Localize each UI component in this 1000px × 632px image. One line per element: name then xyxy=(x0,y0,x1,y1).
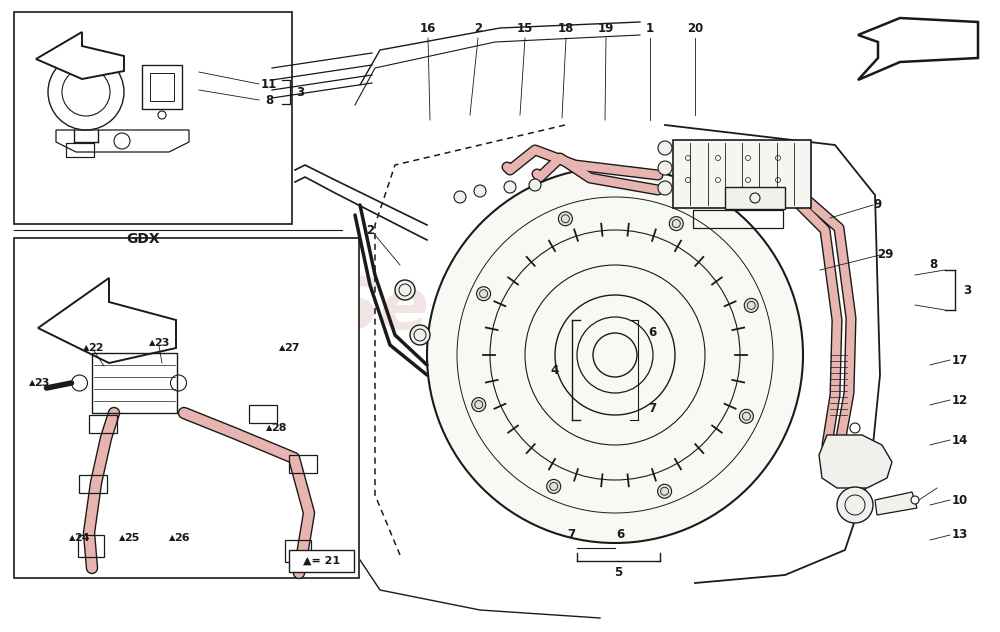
Text: 7: 7 xyxy=(567,528,575,542)
Circle shape xyxy=(658,161,672,175)
FancyBboxPatch shape xyxy=(14,12,292,224)
Text: 2: 2 xyxy=(366,224,374,236)
Bar xyxy=(89,415,117,433)
Text: 28: 28 xyxy=(271,423,287,433)
Text: 9: 9 xyxy=(874,198,882,212)
Circle shape xyxy=(395,280,415,300)
Text: 10: 10 xyxy=(952,494,968,506)
Text: 11: 11 xyxy=(261,78,277,90)
Circle shape xyxy=(744,298,758,312)
FancyBboxPatch shape xyxy=(14,238,359,578)
Text: 23: 23 xyxy=(34,378,50,388)
Circle shape xyxy=(410,325,430,345)
Bar xyxy=(142,65,182,109)
Text: ▲: ▲ xyxy=(149,339,155,348)
Text: ▲: ▲ xyxy=(169,533,175,542)
Circle shape xyxy=(669,217,683,231)
Text: ▲: ▲ xyxy=(69,533,75,542)
Text: 12: 12 xyxy=(952,394,968,406)
Text: ▲: ▲ xyxy=(279,344,285,353)
Circle shape xyxy=(504,181,516,193)
Bar xyxy=(289,455,317,473)
Text: 3: 3 xyxy=(963,284,971,296)
Circle shape xyxy=(837,487,873,523)
Text: 17: 17 xyxy=(952,353,968,367)
Circle shape xyxy=(658,141,672,155)
Bar xyxy=(725,187,785,209)
Polygon shape xyxy=(875,492,917,515)
Text: 5: 5 xyxy=(614,566,623,580)
Text: 15: 15 xyxy=(517,21,533,35)
Circle shape xyxy=(558,212,572,226)
Circle shape xyxy=(739,410,753,423)
Text: 13: 13 xyxy=(952,528,968,542)
Circle shape xyxy=(474,185,486,197)
Text: 16: 16 xyxy=(420,21,436,35)
Text: 7: 7 xyxy=(648,401,656,415)
Text: 22: 22 xyxy=(88,343,104,353)
Bar xyxy=(693,210,783,228)
Text: 14: 14 xyxy=(952,434,968,446)
Text: 8: 8 xyxy=(265,94,273,107)
Bar xyxy=(249,405,277,423)
Circle shape xyxy=(472,398,486,411)
Circle shape xyxy=(529,179,541,191)
Text: 19: 19 xyxy=(598,21,614,35)
Bar xyxy=(285,540,311,562)
Text: 18: 18 xyxy=(558,21,574,35)
Text: 27: 27 xyxy=(284,343,300,353)
Text: ▲: ▲ xyxy=(266,423,272,432)
Circle shape xyxy=(658,484,672,498)
Bar xyxy=(78,535,104,557)
Text: 24: 24 xyxy=(74,533,90,543)
Text: 26: 26 xyxy=(174,533,190,543)
Bar xyxy=(289,550,354,572)
Bar xyxy=(673,140,811,208)
Text: 6: 6 xyxy=(616,528,624,542)
Bar xyxy=(66,143,94,157)
Circle shape xyxy=(427,167,803,543)
Text: 3: 3 xyxy=(296,85,304,99)
Text: ▲= 21: ▲= 21 xyxy=(303,556,341,566)
Circle shape xyxy=(477,287,491,301)
Polygon shape xyxy=(819,435,892,488)
Polygon shape xyxy=(38,278,176,363)
Polygon shape xyxy=(36,32,124,79)
Circle shape xyxy=(454,191,466,203)
Text: 25: 25 xyxy=(124,533,140,543)
Text: 2: 2 xyxy=(474,21,482,35)
Polygon shape xyxy=(858,18,978,80)
Text: ▲: ▲ xyxy=(119,533,125,542)
Circle shape xyxy=(911,496,919,504)
Bar xyxy=(66,143,94,157)
Text: Seldecia: Seldecia xyxy=(329,276,671,344)
Text: 1: 1 xyxy=(646,21,654,35)
Bar xyxy=(150,73,174,101)
Text: 8: 8 xyxy=(929,257,937,270)
Text: 6: 6 xyxy=(648,325,656,339)
Bar xyxy=(92,353,176,413)
Circle shape xyxy=(850,423,860,433)
Text: 20: 20 xyxy=(687,21,703,35)
Text: 29: 29 xyxy=(877,248,893,262)
Text: 23: 23 xyxy=(154,338,170,348)
Text: ▲: ▲ xyxy=(83,344,89,353)
Text: GDX: GDX xyxy=(126,232,160,246)
Text: ▲: ▲ xyxy=(29,379,35,387)
Circle shape xyxy=(658,181,672,195)
Text: 4: 4 xyxy=(551,363,559,377)
Circle shape xyxy=(547,480,561,494)
Bar xyxy=(79,475,107,493)
